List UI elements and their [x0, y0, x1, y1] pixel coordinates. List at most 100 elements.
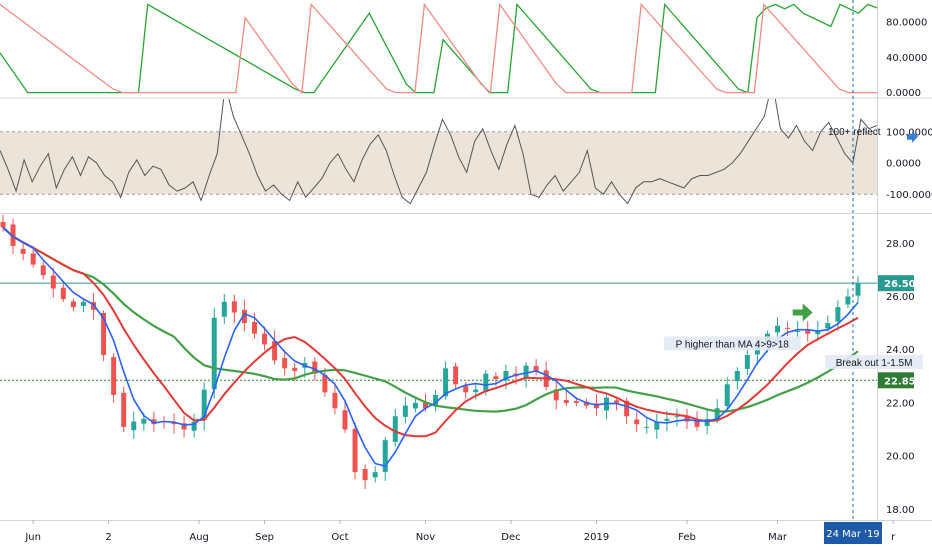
candle-body: [372, 472, 378, 478]
candle-body: [453, 366, 459, 385]
time-axis-tick-label: 2: [105, 532, 111, 543]
candle-body: [573, 401, 579, 403]
cci-annotation-text: 100+ reflect: [828, 127, 881, 138]
price-axis-tick-label: 24.00: [886, 345, 915, 356]
candle-body: [412, 402, 418, 409]
candle-body: [70, 301, 76, 308]
candle-body: [825, 323, 831, 329]
candle-body: [724, 384, 730, 407]
last-price-label: 26.50: [884, 279, 916, 290]
candle-body: [614, 400, 620, 403]
support-level-label-bg: [878, 372, 914, 389]
aroon-axis-tick-label: 40.0000: [886, 53, 927, 64]
last-price-label-bg: [878, 275, 914, 292]
candle-body: [201, 389, 207, 420]
candle-body: [835, 307, 841, 322]
candle-body: [312, 361, 318, 374]
candle-body: [211, 317, 217, 390]
cci-axis-tick-label: 100.0000: [886, 127, 932, 138]
candle-body: [795, 331, 801, 333]
time-axis-tick-label: 2019: [584, 532, 609, 543]
support-level-label: 22.85: [884, 376, 916, 387]
candle-body: [694, 420, 700, 427]
arrow-right-icon: [907, 130, 918, 143]
candle-body: [744, 355, 750, 369]
candle-body: [91, 302, 97, 310]
ma-mid-line: [2, 226, 859, 438]
time-axis-tick-label: Aug: [189, 532, 209, 543]
candle-body: [563, 400, 569, 403]
candle-body: [523, 365, 529, 379]
price-axis-tick-label: 18.00: [886, 505, 915, 516]
candle-body: [332, 392, 338, 409]
candle-body: [624, 400, 630, 417]
candle-body: [734, 370, 740, 382]
candle-body: [473, 389, 479, 393]
price-axis-tick-label: 20.00: [886, 452, 915, 463]
candle-body: [292, 367, 298, 371]
candle-body: [392, 416, 398, 442]
candle-body: [654, 421, 660, 430]
candle-body: [805, 329, 811, 334]
price-annotation-text: Break out 1-1.5M: [836, 358, 913, 369]
price-axis-tick-label: 22.00: [886, 398, 915, 409]
candle-body: [101, 312, 107, 356]
cci-axis-tick-label: 0.0000: [886, 159, 921, 170]
candle-body: [463, 385, 469, 393]
candle-body: [593, 403, 599, 409]
candle-body: [503, 370, 509, 381]
time-axis-tick-label: r: [891, 532, 896, 543]
candle-body: [382, 440, 388, 472]
aroon-axis-tick-label: 80.0000: [886, 18, 927, 29]
candle-body: [60, 287, 66, 300]
candle-body: [30, 253, 36, 265]
candle-body: [815, 331, 821, 335]
candle-body: [644, 426, 650, 428]
candle-body: [362, 468, 368, 481]
time-axis-tick-label: Sep: [255, 532, 274, 543]
candle-body: [20, 248, 26, 254]
candle-body: [111, 357, 117, 395]
time-axis-tick-label: Mar: [768, 532, 788, 543]
candle-body: [855, 283, 861, 296]
candle-body: [664, 418, 670, 421]
candle-body: [553, 389, 559, 401]
candle-body: [262, 333, 268, 345]
candle-body: [322, 375, 328, 393]
crosshair-date-label: 24 Mar '19: [826, 529, 879, 540]
candle-body: [121, 392, 127, 427]
annotation-bg: [825, 355, 923, 370]
aroon-axis-tick-label: 0.0000: [886, 88, 921, 99]
candle-body: [231, 301, 237, 313]
candle-body: [674, 416, 680, 418]
candle-body: [50, 275, 56, 289]
time-axis-tick-label: Dec: [501, 532, 520, 543]
cci-axis-tick-label: -100.0000: [886, 190, 932, 201]
candle-body: [241, 310, 247, 324]
price-annotation-text: P higher than MA 4>9>18: [676, 339, 790, 350]
price-axis-tick-label: 26.00: [886, 292, 915, 303]
time-axis-tick-label: Feb: [678, 532, 696, 543]
annotation-bg: [663, 336, 801, 351]
candle-body: [634, 419, 640, 425]
candle-body: [684, 415, 690, 422]
candle-body: [433, 394, 439, 407]
crosshair-date-label-bg: [823, 522, 882, 544]
cci-band-fill: [0, 131, 877, 195]
ma-slow-line: [2, 226, 859, 413]
cci-line: [0, 99, 877, 205]
time-axis-tick-label: Oct: [331, 532, 348, 543]
candle-body: [191, 421, 197, 431]
aroon-down-line: [0, 2, 877, 94]
candle-body: [151, 419, 157, 425]
arrow-right-icon: [792, 303, 813, 322]
candle-body: [40, 265, 46, 276]
candle-body: [0, 221, 6, 228]
candle-body: [221, 301, 227, 317]
candle-body: [342, 410, 348, 430]
candle-body: [352, 429, 358, 473]
candle-body: [704, 418, 710, 426]
candle-body: [714, 408, 720, 419]
